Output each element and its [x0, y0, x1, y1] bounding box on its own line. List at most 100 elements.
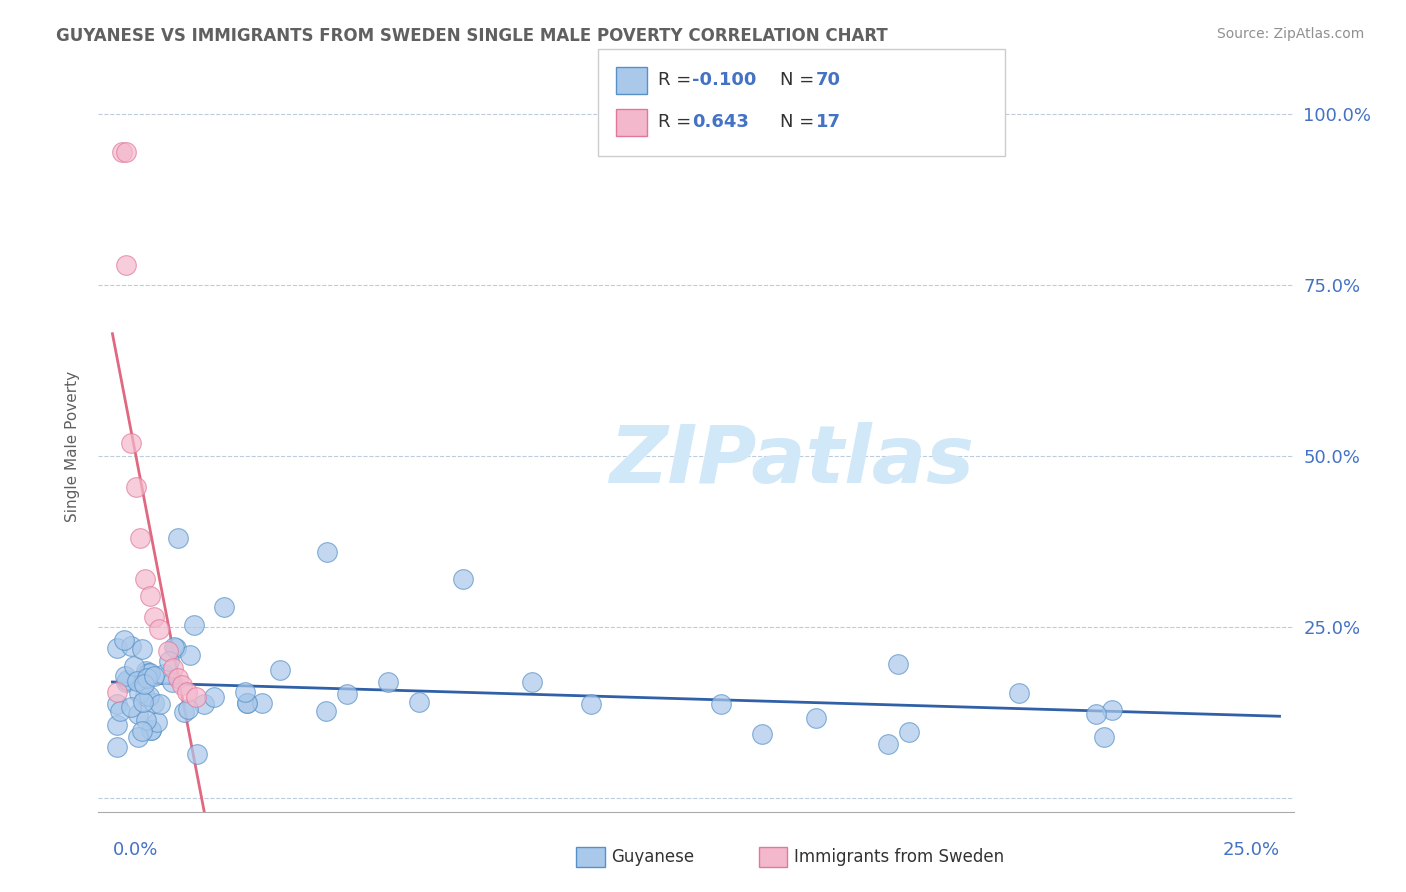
Point — [127, 706, 149, 721]
Point — [132, 695, 155, 709]
Point — [121, 640, 143, 654]
Point — [162, 661, 184, 675]
Point — [142, 696, 165, 710]
Text: R =: R = — [658, 113, 697, 131]
Point — [876, 737, 898, 751]
Point — [115, 673, 138, 687]
Point — [139, 665, 162, 680]
Point — [153, 666, 176, 681]
Point — [166, 531, 188, 545]
Text: 70: 70 — [815, 71, 841, 89]
Point — [315, 704, 337, 718]
Text: Immigrants from Sweden: Immigrants from Sweden — [794, 848, 1004, 866]
Point — [120, 435, 142, 450]
Point — [751, 726, 773, 740]
Point — [141, 723, 163, 737]
Point — [149, 697, 172, 711]
Point — [129, 531, 152, 545]
Point — [451, 572, 474, 586]
Point — [377, 674, 399, 689]
Text: Source: ZipAtlas.com: Source: ZipAtlas.com — [1216, 27, 1364, 41]
Point — [173, 705, 195, 719]
Point — [710, 697, 733, 711]
Point — [336, 687, 359, 701]
Text: Guyanese: Guyanese — [612, 848, 695, 866]
Text: 25.0%: 25.0% — [1222, 841, 1279, 859]
Point — [252, 696, 274, 710]
Point — [157, 644, 180, 658]
Point — [139, 590, 162, 604]
Point — [135, 671, 157, 685]
Point — [522, 675, 544, 690]
Point — [897, 724, 920, 739]
Point — [176, 685, 198, 699]
Point — [110, 704, 132, 718]
Point — [202, 690, 225, 705]
Point — [193, 697, 215, 711]
Text: 0.643: 0.643 — [692, 113, 748, 131]
Text: 0.0%: 0.0% — [112, 841, 157, 859]
Point — [236, 696, 259, 710]
Point — [141, 723, 163, 738]
Point — [134, 572, 156, 586]
Point — [134, 690, 156, 704]
Point — [186, 747, 208, 761]
Point — [105, 739, 128, 754]
Text: GUYANESE VS IMMIGRANTS FROM SWEDEN SINGLE MALE POVERTY CORRELATION CHART: GUYANESE VS IMMIGRANTS FROM SWEDEN SINGL… — [56, 27, 889, 45]
Point — [125, 674, 148, 689]
Point — [148, 622, 170, 636]
Point — [236, 696, 259, 710]
Point — [165, 641, 187, 656]
Point — [162, 675, 184, 690]
Point — [269, 663, 291, 677]
Point — [408, 695, 430, 709]
Point — [186, 690, 208, 704]
Point — [1092, 730, 1115, 744]
Point — [177, 702, 200, 716]
Point — [1101, 703, 1123, 717]
Point — [111, 145, 134, 159]
Point — [172, 678, 194, 692]
Point — [233, 684, 256, 698]
Point — [128, 686, 150, 700]
Point — [105, 640, 128, 655]
Point — [143, 610, 166, 624]
Point — [112, 632, 135, 647]
Point — [114, 668, 136, 682]
Point — [136, 665, 159, 680]
Point — [887, 657, 910, 672]
Point — [183, 618, 205, 632]
Point — [105, 685, 128, 699]
Point — [579, 697, 602, 711]
Text: -0.100: -0.100 — [692, 71, 756, 89]
Point — [105, 717, 128, 731]
Point — [804, 711, 827, 725]
Point — [115, 145, 138, 159]
Point — [122, 659, 145, 673]
Point — [138, 689, 160, 703]
Point — [166, 672, 188, 686]
Point — [135, 713, 157, 727]
Point — [115, 675, 138, 690]
Point — [132, 677, 155, 691]
Point — [135, 664, 157, 678]
Point — [1084, 706, 1107, 721]
Point — [131, 642, 153, 657]
Point — [179, 648, 201, 662]
Point — [163, 640, 186, 654]
Point — [120, 700, 142, 714]
Point — [1008, 685, 1031, 699]
Point — [214, 599, 236, 614]
Text: N =: N = — [780, 113, 820, 131]
Point — [115, 258, 138, 272]
Point — [146, 714, 169, 729]
Point — [157, 655, 180, 669]
Point — [142, 669, 165, 683]
Point — [316, 545, 339, 559]
Point — [105, 697, 128, 711]
Point — [127, 731, 149, 745]
Point — [125, 480, 148, 494]
Text: 17: 17 — [815, 113, 841, 131]
Text: R =: R = — [658, 71, 697, 89]
Text: ZIPatlas: ZIPatlas — [609, 422, 974, 500]
